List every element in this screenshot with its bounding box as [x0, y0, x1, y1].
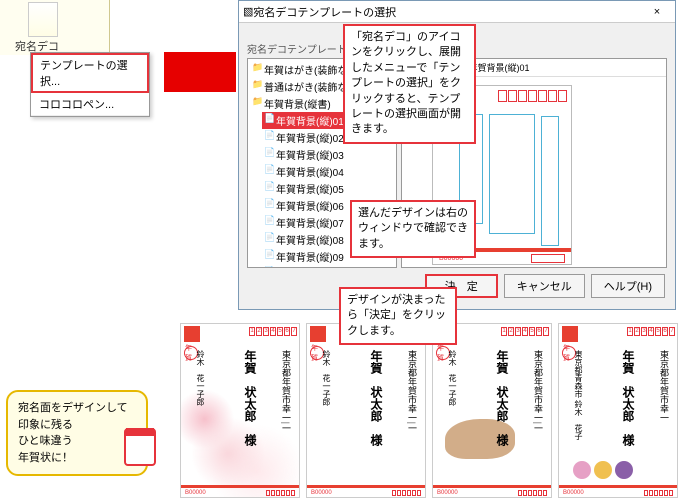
zipcode-boxes: 1234567: [249, 327, 297, 336]
icon-area: 宛名デコ: [0, 0, 110, 55]
sample-row: 1234567年賀東京都年賀市幸一|一年賀 状太郎 様鈴木 花一子郎B00000…: [180, 323, 678, 498]
mascot-icon: [124, 428, 166, 480]
sample-card: 1234567年賀東京都年賀市幸一年賀 状太郎 様東京都青森市 鈴木 花子B00…: [558, 323, 678, 498]
address-col: 東京都年賀市幸一|一: [406, 350, 419, 433]
cancel-button[interactable]: キャンセル: [504, 274, 585, 298]
footer-label: B00000: [563, 490, 584, 496]
dialog-icon: ▧: [243, 5, 253, 18]
sender-col: 東京都青森市 鈴木 花子: [573, 350, 584, 440]
name-col: 年賀 状太郎 様: [242, 350, 259, 446]
sender-col: 鈴木 花一子郎: [195, 350, 206, 406]
tree-leaf[interactable]: 年賀背景(縦)10: [262, 265, 394, 268]
zipcode-boxes: [498, 90, 567, 102]
help-button[interactable]: ヘルプ(H): [591, 274, 665, 298]
callout-3: デザインが決まったら「決定」をクリックします。: [339, 287, 457, 345]
footer-label: B00000: [185, 490, 206, 496]
name-col: 年賀 状太郎 様: [620, 350, 637, 446]
sender-col: 鈴木 花一子郎: [321, 350, 332, 406]
callout-1: 「宛名デコ」のアイコンをクリックし、展開したメニューで「テンプレートの選択」をク…: [343, 24, 476, 144]
sender-col: 鈴木 花一子郎: [447, 350, 458, 406]
dialog-button-row: 決 定 キャンセル ヘルプ(H): [239, 268, 675, 304]
sample-card: 1234567年賀東京都年賀市幸一|一年賀 状太郎 様鈴木 花一子郎B00000: [306, 323, 426, 498]
address-col: 東京都年賀市幸一|一: [280, 350, 293, 433]
crane-icon: [310, 326, 326, 342]
name-col: 年賀 状太郎 様: [494, 350, 511, 446]
address-col: 東京都年賀市幸一|一: [532, 350, 545, 433]
context-menu: テンプレートの選択...コロコロペン...: [30, 52, 150, 117]
menu-item[interactable]: コロコロペン...: [31, 93, 149, 116]
sample-card: 1234567年賀東京都年賀市幸一|一年賀 状太郎 様鈴木 花一子郎B00000: [180, 323, 300, 498]
dialog-titlebar: ▧ 宛名デコテンプレートの選択 ×: [239, 1, 675, 23]
callout-2: 選んだデザインは右のウィンドウで確認できます。: [350, 200, 476, 258]
close-icon[interactable]: ×: [643, 6, 671, 18]
sample-card: 1234567年賀東京都年賀市幸一|一年賀 状太郎 様鈴木 花一子郎B00000: [432, 323, 552, 498]
footer-label: B00000: [311, 490, 332, 496]
footer-label: B00000: [437, 490, 458, 496]
dialog-title-text: 宛名デコテンプレートの選択: [253, 4, 643, 20]
crane-icon: [184, 326, 200, 342]
tree-leaf[interactable]: 年賀背景(縦)05: [262, 180, 394, 197]
tree-leaf[interactable]: 年賀背景(縦)03: [262, 146, 394, 163]
address-col: 東京都年賀市幸一: [658, 350, 671, 422]
tree-leaf[interactable]: 年賀背景(縦)04: [262, 163, 394, 180]
name-col: 年賀 状太郎 様: [368, 350, 385, 446]
zipcode-boxes: 1234567: [501, 327, 549, 336]
red-highlight-rect: [164, 52, 236, 92]
crane-icon: [562, 326, 578, 342]
menu-item[interactable]: テンプレートの選択...: [31, 53, 149, 93]
zipcode-boxes: 1234567: [627, 327, 675, 336]
atenadeco-icon[interactable]: [28, 2, 58, 37]
